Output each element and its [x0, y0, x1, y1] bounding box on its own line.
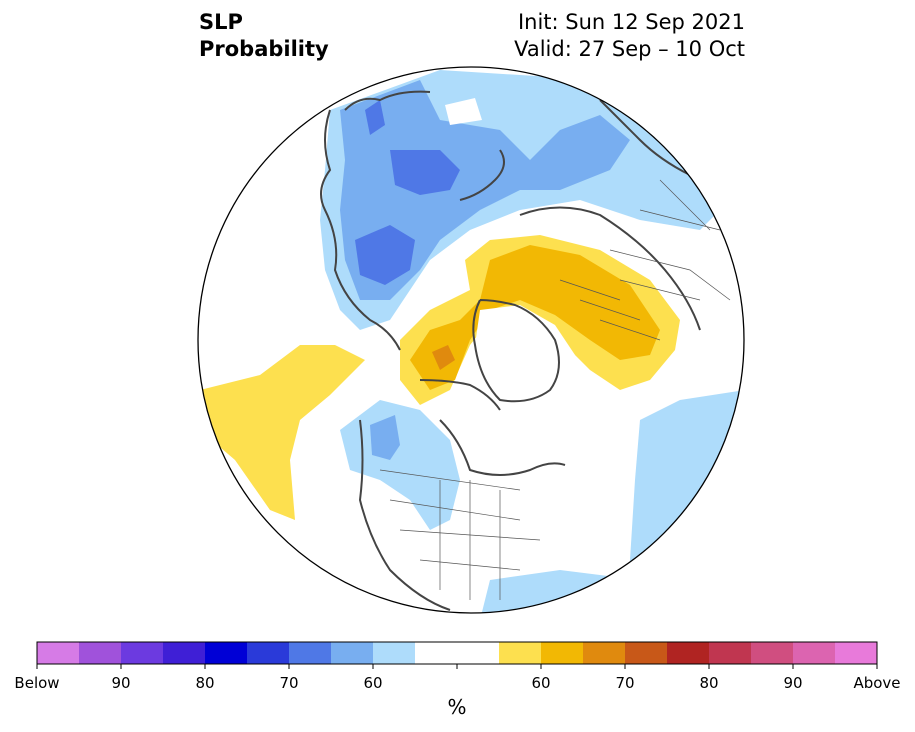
init-date: Init: Sun 12 Sep 2021 [517, 10, 745, 34]
colorbar-cell [625, 642, 668, 664]
region-orange-spot [432, 345, 455, 370]
title-metric: Probability [199, 37, 329, 61]
borders [379, 179, 731, 600]
colorbar-cell [835, 642, 878, 664]
colorbar-tick-label: 90 [783, 674, 803, 692]
colorbar-cell [415, 642, 458, 664]
region-yellow-pacific [200, 345, 365, 520]
colorbar-cell [205, 642, 248, 664]
colorbar-cell [499, 642, 542, 664]
colorbar-cell [331, 642, 374, 664]
colorbar-cell [541, 642, 584, 664]
colorbar-cell [247, 642, 290, 664]
region-blue-north-1 [390, 150, 460, 195]
colorbar-tick-label: Below [14, 674, 60, 692]
colorbar-cell [79, 642, 122, 664]
probability-field [198, 67, 744, 613]
region-blue-north-3 [365, 100, 385, 135]
coastlines [320, 90, 701, 611]
region-mid-blue-america [370, 415, 400, 460]
colorbar-tick-label: 90 [111, 674, 131, 692]
colorbar-cell [457, 642, 500, 664]
colorbar-tick-label: 70 [279, 674, 299, 692]
colorbar-cell [373, 642, 416, 664]
colorbar-tick-label: 60 [531, 674, 551, 692]
title-left: SLP Probability [199, 9, 329, 63]
region-white-greenland [475, 305, 575, 400]
region-blue-north-2 [355, 225, 415, 285]
colorbar-tick-label: 60 [363, 674, 383, 692]
colorbar-unit: % [447, 695, 467, 719]
colorbar-cell [583, 642, 626, 664]
title-variable: SLP [199, 10, 243, 34]
colorbar-cell [751, 642, 794, 664]
region-white-hole [445, 98, 482, 125]
colorbar-cell [793, 642, 836, 664]
region-light-blue-america [340, 400, 460, 530]
colorbar-tick-label: 80 [699, 674, 719, 692]
valid-range: Valid: 27 Sep – 10 Oct [514, 37, 745, 61]
colorbar-cell [667, 642, 710, 664]
colorbar-tick-label: 70 [615, 674, 635, 692]
colorbar-cell [709, 642, 752, 664]
colorbar-tick-label: Above [853, 674, 901, 692]
colorbar-cell [289, 642, 332, 664]
title-right: Init: Sun 12 Sep 2021 Valid: 27 Sep – 10… [514, 9, 745, 63]
colorbar-cell [163, 642, 206, 664]
colorbar-cell [37, 642, 80, 664]
region-gold-band [410, 245, 660, 390]
colorbar-tick-label: 80 [195, 674, 215, 692]
colorbar-cell [121, 642, 164, 664]
map-boundary [197, 66, 745, 614]
